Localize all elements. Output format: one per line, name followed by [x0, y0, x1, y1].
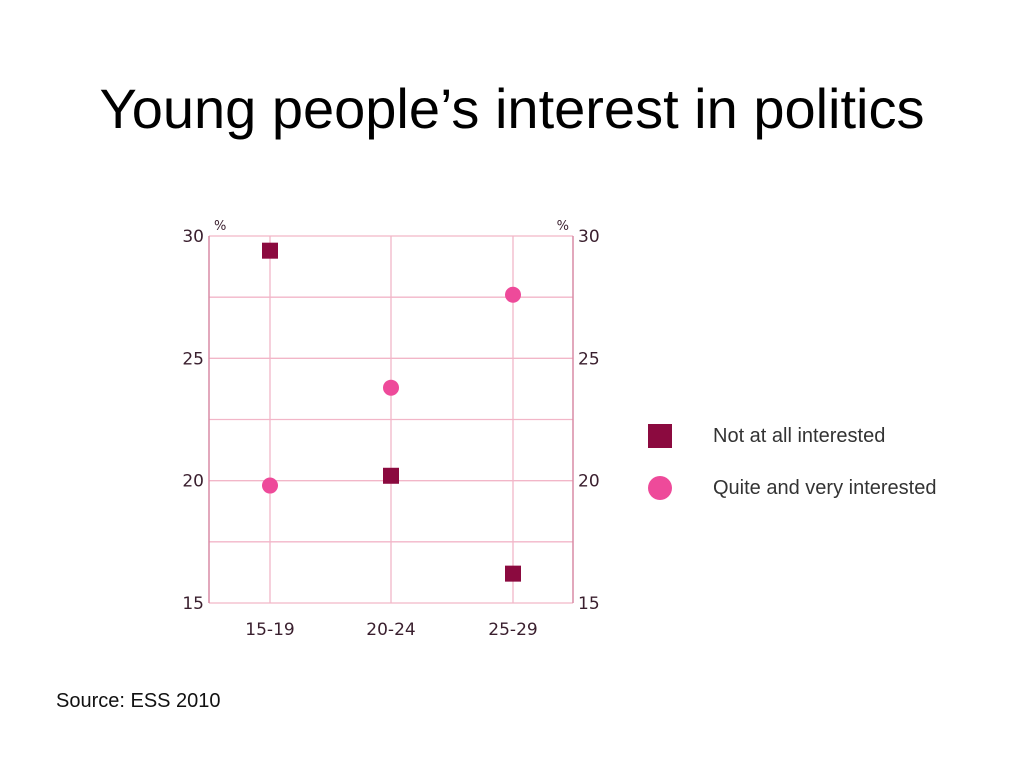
legend-circle-icon	[648, 476, 672, 500]
data-point-square	[383, 467, 399, 484]
chart-axes: 15 15 20 20 25 25 30 30% % 15-19 20-24 25-29	[182, 219, 599, 640]
y-unit-label-right: %	[557, 219, 569, 234]
source-note: Source: ESS 2010	[56, 690, 221, 712]
data-point-circle	[505, 286, 521, 303]
y-tick-label-left: 30	[182, 227, 204, 247]
x-tick-label: 20-24	[366, 620, 415, 640]
legend-label-not-at-all: Not at all interested	[713, 424, 886, 447]
data-point-circle	[383, 379, 399, 396]
y-tick-label-right: 20	[578, 472, 600, 492]
data-point-square	[262, 242, 278, 259]
x-tick-label: 15-19	[245, 620, 294, 640]
y-unit-label-left: %	[214, 219, 226, 234]
y-tick-label-right: 15	[578, 594, 600, 614]
data-point-square	[505, 565, 521, 582]
x-tick-label: 25-29	[488, 620, 537, 640]
data-point-circle	[262, 477, 278, 494]
legend-square-icon	[648, 424, 672, 448]
y-tick-label-right: 25	[578, 349, 600, 369]
legend-item-quite-very: Quite and very interested	[648, 475, 936, 501]
y-tick-label-right: 30	[578, 227, 600, 247]
chart-marks	[262, 242, 521, 582]
legend-label-quite-very: Quite and very interested	[713, 476, 937, 499]
y-tick-label-left: 15	[182, 594, 204, 614]
legend-item-not-at-all: Not at all interested	[648, 423, 885, 449]
slide-title: Young people’s interest in politics	[99, 77, 925, 140]
y-tick-label-left: 25	[182, 349, 204, 369]
y-tick-label-left: 20	[182, 472, 204, 492]
